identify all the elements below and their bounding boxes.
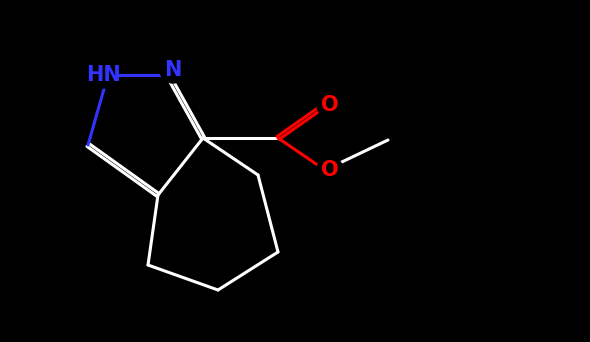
Text: HN: HN <box>87 65 122 85</box>
Circle shape <box>160 57 186 83</box>
Text: O: O <box>321 95 339 115</box>
Text: O: O <box>321 160 339 180</box>
Text: N: N <box>164 60 182 80</box>
Circle shape <box>317 157 343 183</box>
Circle shape <box>91 62 117 88</box>
Circle shape <box>317 92 343 118</box>
